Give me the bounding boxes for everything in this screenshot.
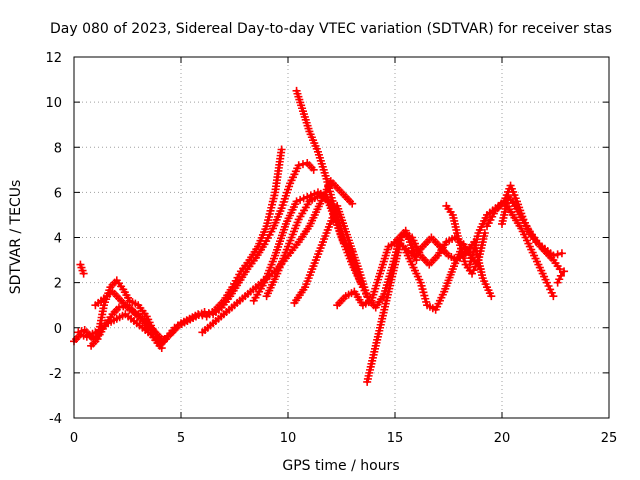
series-arc-20 bbox=[553, 267, 569, 287]
chart-title: Day 080 of 2023, Sidereal Day-to-day VTE… bbox=[50, 21, 612, 37]
data-layer bbox=[70, 86, 569, 386]
y-tick-label: -4 bbox=[49, 412, 62, 427]
series-arc-2 bbox=[74, 159, 318, 346]
series-arc-15 bbox=[399, 242, 466, 314]
x-tick-label: 20 bbox=[494, 431, 511, 446]
data-point bbox=[303, 192, 312, 201]
series-arc-3 bbox=[76, 260, 88, 278]
data-point bbox=[556, 271, 565, 280]
y-tick-label: 4 bbox=[54, 232, 62, 247]
data-point bbox=[309, 165, 318, 174]
y-tick-label: 0 bbox=[54, 322, 62, 337]
data-point bbox=[204, 309, 213, 318]
data-point bbox=[294, 161, 303, 170]
data-point bbox=[296, 195, 305, 204]
series-arc-10 bbox=[290, 201, 372, 307]
data-point bbox=[553, 250, 562, 259]
x-axis-label: GPS time / hours bbox=[282, 458, 399, 474]
y-tick-label: -2 bbox=[49, 367, 62, 382]
data-point bbox=[157, 344, 166, 353]
x-tick-label: 10 bbox=[280, 431, 297, 446]
data-point bbox=[292, 197, 301, 206]
data-point bbox=[299, 194, 308, 203]
y-axis-label: SDTVAR / TECUs bbox=[8, 180, 24, 295]
grid-layer bbox=[74, 57, 609, 418]
data-point bbox=[487, 292, 496, 301]
x-tick-label: 0 bbox=[70, 431, 78, 446]
data-point bbox=[298, 160, 307, 169]
data-point bbox=[412, 256, 421, 265]
x-tick-label: 25 bbox=[601, 431, 618, 446]
data-point bbox=[277, 145, 286, 154]
data-point bbox=[348, 199, 357, 208]
series-arc-14 bbox=[391, 228, 485, 274]
series-line bbox=[500, 195, 562, 271]
data-point bbox=[159, 337, 168, 346]
x-tick-label: 15 bbox=[387, 431, 404, 446]
y-tick-label: 8 bbox=[54, 141, 62, 156]
series-arc-16 bbox=[442, 201, 489, 278]
data-point bbox=[200, 307, 209, 316]
y-tick-label: 2 bbox=[54, 277, 62, 292]
data-point bbox=[557, 249, 566, 258]
data-point bbox=[114, 303, 123, 312]
y-tick-label: 10 bbox=[45, 96, 62, 111]
y-tick-label: 12 bbox=[45, 51, 62, 66]
series-arc-19 bbox=[498, 192, 564, 274]
x-tick-label: 5 bbox=[177, 431, 185, 446]
tick-layer: 0 5 10 15 20 25 -4 -2 0 2 4 6 8 10 12 bbox=[45, 51, 617, 446]
series-arc-5 bbox=[91, 287, 168, 346]
series-line bbox=[72, 148, 284, 348]
data-point bbox=[79, 269, 88, 278]
data-point bbox=[476, 265, 485, 274]
y-tick-label: 6 bbox=[54, 186, 62, 201]
data-point bbox=[549, 292, 558, 301]
data-point bbox=[560, 267, 569, 276]
data-point bbox=[555, 265, 564, 274]
